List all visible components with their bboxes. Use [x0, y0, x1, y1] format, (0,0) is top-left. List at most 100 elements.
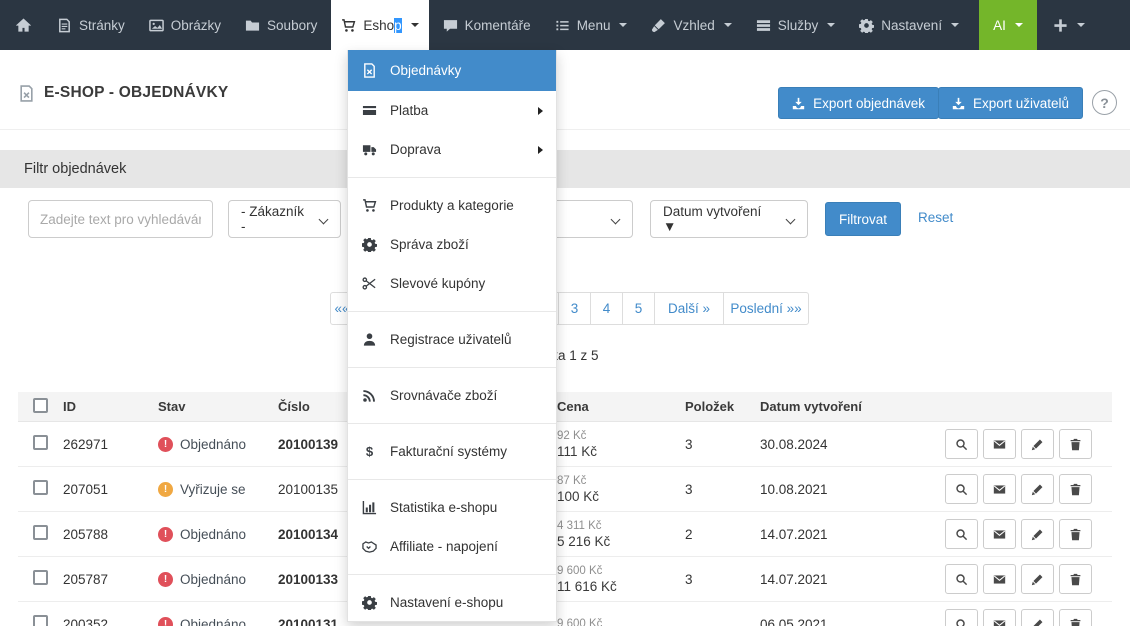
- edit-button[interactable]: [1021, 609, 1054, 626]
- menu-item-coupons[interactable]: Slevové kupóny: [348, 264, 556, 303]
- email-button[interactable]: [983, 609, 1016, 626]
- nav-settings-label: Nastavení: [881, 17, 943, 33]
- nav-home[interactable]: [4, 0, 43, 50]
- sort-select[interactable]: Datum vytvoření ▼: [650, 200, 808, 238]
- order-number: 20100139: [278, 436, 339, 452]
- row-checkbox[interactable]: [33, 435, 48, 450]
- nav-ai[interactable]: AI: [979, 0, 1037, 50]
- chevron-down-icon: [785, 214, 796, 225]
- chevron-down-icon: [1014, 23, 1023, 27]
- nav-appearance[interactable]: Vzhled: [641, 0, 741, 50]
- customer-select[interactable]: - Zákazník -: [228, 200, 341, 238]
- pencil-icon: [1031, 573, 1044, 586]
- pagination-last[interactable]: Poslední »»: [723, 293, 808, 324]
- pagination-page-5[interactable]: 5: [622, 293, 654, 324]
- edit-button[interactable]: [1021, 474, 1054, 504]
- pagination-page-4[interactable]: 4: [590, 293, 622, 324]
- export-users-button[interactable]: Export uživatelů: [937, 87, 1083, 119]
- detail-button[interactable]: [945, 474, 978, 504]
- download-icon: [952, 97, 965, 110]
- nav-menu-label: Menu: [576, 17, 611, 33]
- chevron-right-icon: [538, 106, 543, 115]
- email-button[interactable]: [983, 519, 1016, 549]
- order-id: 200352: [63, 616, 109, 626]
- pagination-next[interactable]: Další »: [654, 293, 723, 324]
- items-count: 3: [685, 481, 693, 497]
- nav-add[interactable]: [1043, 0, 1095, 50]
- created-date: 30.08.2024: [760, 436, 828, 452]
- order-number: 20100131: [278, 616, 339, 626]
- col-header-status: Stav: [158, 399, 186, 414]
- detail-button[interactable]: [945, 429, 978, 459]
- home-icon: [16, 18, 31, 33]
- menu-separator: [348, 311, 556, 312]
- row-checkbox[interactable]: [33, 480, 48, 495]
- nav-comments[interactable]: Komentáře: [433, 0, 541, 50]
- email-button[interactable]: [983, 564, 1016, 594]
- nav-pages-label: Stránky: [79, 17, 125, 33]
- detail-button[interactable]: [945, 519, 978, 549]
- menu-item-user-registration[interactable]: Registrace uživatelů: [348, 320, 556, 359]
- edit-button[interactable]: [1021, 519, 1054, 549]
- delete-button[interactable]: [1059, 609, 1092, 626]
- pagination-page-3[interactable]: 3: [558, 293, 590, 324]
- row-checkbox[interactable]: [33, 570, 48, 585]
- delete-button[interactable]: [1059, 519, 1092, 549]
- search-icon: [955, 573, 968, 586]
- menu-item-shipping[interactable]: Doprava: [348, 130, 556, 169]
- menu-item-goods-management[interactable]: Správa zboží: [348, 225, 556, 264]
- menu-item-affiliate[interactable]: Affiliate - napojení: [348, 527, 556, 566]
- menu-item-payment[interactable]: Platba: [348, 91, 556, 130]
- folder-icon: [245, 18, 260, 33]
- search-icon: [955, 483, 968, 496]
- nav-images-label: Obrázky: [170, 17, 222, 33]
- edit-button[interactable]: [1021, 429, 1054, 459]
- menu-item-orders[interactable]: Objednávky: [348, 50, 556, 91]
- items-count: 3: [685, 571, 693, 587]
- orders-table: ID Stav Číslo Cena Položek Datum vytvoře…: [18, 392, 1112, 626]
- nav-images[interactable]: Obrázky: [139, 0, 231, 50]
- select-all-checkbox[interactable]: [33, 397, 48, 413]
- gear-icon: [362, 595, 377, 610]
- email-button[interactable]: [983, 474, 1016, 504]
- search-input[interactable]: [28, 200, 213, 238]
- export-orders-button[interactable]: Export objednávek: [778, 87, 939, 119]
- help-button[interactable]: ?: [1092, 90, 1117, 115]
- menu-item-invoicing[interactable]: Fakturační systémy: [348, 432, 556, 471]
- menu-separator: [348, 574, 556, 575]
- price-incl-vat: 100 Kč: [557, 488, 600, 504]
- email-button[interactable]: [983, 429, 1016, 459]
- nav-pages[interactable]: Stránky: [47, 0, 135, 50]
- nav-files[interactable]: Soubory: [235, 0, 327, 50]
- row-checkbox[interactable]: [33, 525, 48, 540]
- chevron-down-icon: [610, 214, 621, 225]
- row-checkbox[interactable]: [33, 615, 48, 626]
- detail-button[interactable]: [945, 564, 978, 594]
- delete-button[interactable]: [1059, 564, 1092, 594]
- order-number: 20100134: [278, 526, 339, 542]
- envelope-icon: [993, 483, 1006, 496]
- nav-menu[interactable]: Menu: [545, 0, 638, 50]
- edit-button[interactable]: [1021, 564, 1054, 594]
- delete-button[interactable]: [1059, 474, 1092, 504]
- detail-button[interactable]: [945, 609, 978, 626]
- chevron-down-icon: [827, 23, 836, 27]
- handshake-icon: [362, 539, 377, 554]
- reset-link[interactable]: Reset: [918, 210, 954, 225]
- nav-settings[interactable]: Nastavení: [849, 0, 969, 50]
- nav-eshop[interactable]: Eshop: [331, 0, 429, 50]
- pagination-first[interactable]: ««: [334, 301, 350, 316]
- menu-item-eshop-settings[interactable]: Nastavení e-shopu: [348, 583, 556, 622]
- menu-item-comparators[interactable]: Srovnávače zboží: [348, 376, 556, 415]
- price-excl-vat: 4 311 Kč: [557, 519, 602, 532]
- filter-button[interactable]: Filtrovat: [825, 202, 902, 236]
- nav-services[interactable]: Služby: [746, 0, 846, 50]
- status-exclamation-icon: [158, 526, 173, 542]
- delete-button[interactable]: [1059, 429, 1092, 459]
- menu-item-statistics[interactable]: Statistika e-shopu: [348, 488, 556, 527]
- menu-item-products[interactable]: Produkty a kategorie: [348, 186, 556, 225]
- status-exclamation-icon: [158, 436, 173, 452]
- order-number: 20100135: [278, 481, 339, 497]
- question-icon: ?: [1100, 94, 1109, 111]
- nav-services-label: Služby: [777, 17, 819, 33]
